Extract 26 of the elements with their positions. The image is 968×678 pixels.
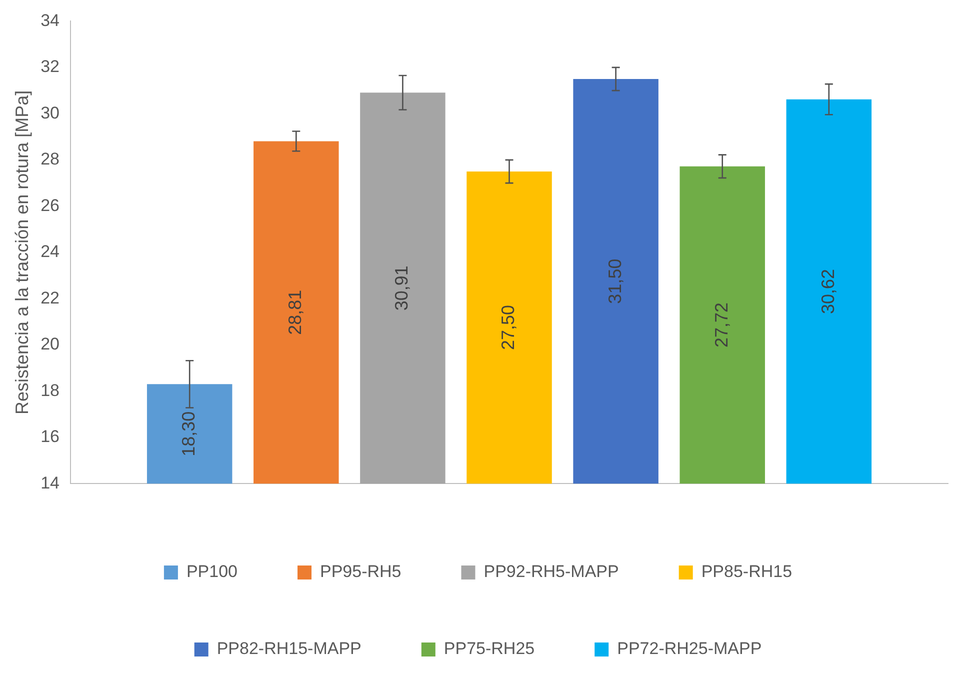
data-label: 27,50 <box>498 305 518 350</box>
y-axis-title: Resistencia a la tracción en rotura [MPa] <box>12 90 32 414</box>
legend-label: PP82-RH15-MAPP <box>216 639 362 658</box>
legend-label: PP100 <box>186 562 238 582</box>
data-label: 27,72 <box>711 302 732 348</box>
y-tick-label: 18 <box>40 380 60 400</box>
data-label: 30,91 <box>392 266 412 311</box>
y-tick-label: 32 <box>40 57 60 76</box>
legend-label: PP92-RH5-MAPP <box>484 562 619 582</box>
y-tick-label: 34 <box>40 10 60 30</box>
data-label: 18,30 <box>178 411 199 456</box>
y-tick-label: 28 <box>40 150 60 169</box>
legend-label: PP72-RH25-MAPP <box>617 639 762 658</box>
y-tick-label: 26 <box>40 196 60 215</box>
y-tick-label: 30 <box>40 103 60 122</box>
legend-label: PP95-RH5 <box>320 562 402 582</box>
data-label: 28,81 <box>285 290 306 335</box>
y-tick-label: 24 <box>40 242 60 262</box>
y-tick-label: 16 <box>40 427 60 446</box>
y-tick-label: 14 <box>40 473 60 492</box>
y-tick-label: 20 <box>40 334 60 354</box>
data-label: 30,62 <box>818 268 838 314</box>
legend-label: PP85-RH15 <box>701 562 792 582</box>
y-tick-label: 22 <box>40 288 60 308</box>
legend-label: PP75-RH25 <box>444 639 535 658</box>
data-label: 31,50 <box>604 258 625 304</box>
